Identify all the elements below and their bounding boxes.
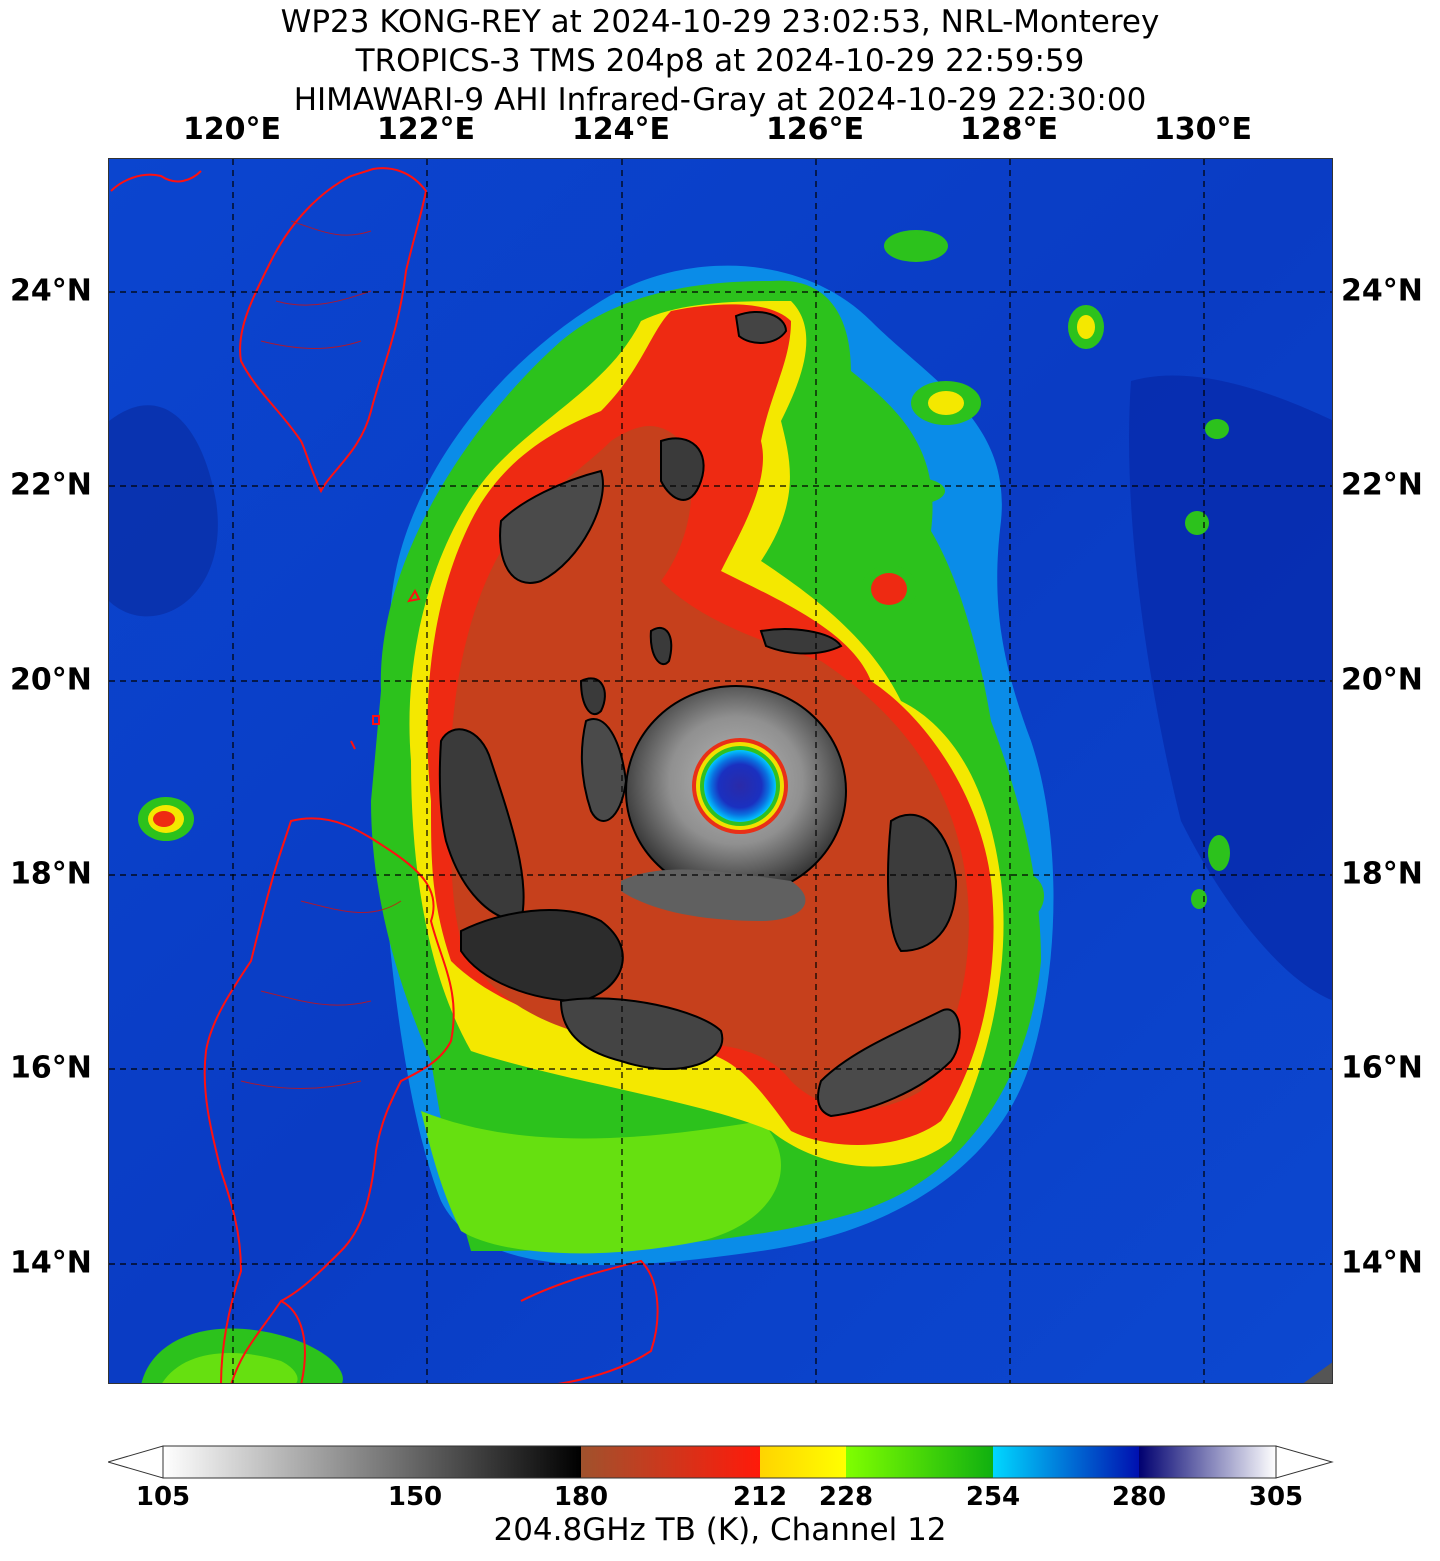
colorbar [106, 1444, 1334, 1488]
isolated-cell [153, 811, 175, 827]
isolated-cell [877, 477, 945, 505]
lat-label-18-right: 18°N [1341, 856, 1423, 892]
cloud-band-lightgreen [421, 1111, 781, 1254]
lat-label-22-left: 22°N [10, 467, 92, 503]
isolated-cell [884, 230, 948, 262]
isolated-cell [871, 573, 907, 605]
cdo-tail [621, 869, 806, 921]
colorbar-tick-228: 228 [818, 1482, 874, 1512]
colorbar-tick-150: 150 [387, 1482, 443, 1512]
isolated-cell [1185, 511, 1209, 535]
isolated-cell [1008, 874, 1044, 918]
convective-cell [579, 677, 606, 716]
convective-cell [460, 909, 624, 1003]
convective-cell [499, 469, 604, 584]
convective-cell [887, 813, 958, 953]
convective-cell [649, 626, 673, 666]
colorbar-tick-212: 212 [732, 1482, 788, 1512]
isolated-cell [1208, 835, 1230, 871]
mindoro-coastline [280, 1300, 306, 1383]
taiwan-coastline [239, 167, 428, 494]
convective-cell [817, 1008, 961, 1118]
colorbar-tick-105: 105 [135, 1482, 191, 1512]
china-coast [110, 170, 202, 192]
luzon-coastline [203, 817, 455, 1383]
lon-label-122: 122°E [376, 112, 476, 147]
isolated-cell [1191, 889, 1207, 909]
isolated-cell [1205, 419, 1229, 439]
lat-label-24-right: 24°N [1341, 273, 1423, 309]
batanes-islands [350, 588, 421, 750]
isolated-cell [928, 391, 964, 415]
title-line-1: WP23 KONG-REY at 2024-10-29 23:02:53, NR… [280, 4, 1160, 40]
lon-label-124: 124°E [571, 112, 671, 147]
colorbar-tick-280: 280 [1111, 1482, 1167, 1512]
convective-cell [734, 311, 788, 344]
colorbar-extend-high [1275, 1445, 1334, 1479]
convective-cell [660, 437, 705, 501]
colorbar-tick-305: 305 [1248, 1482, 1304, 1512]
isolated-cell [1077, 315, 1095, 339]
lon-label-126: 126°E [765, 112, 865, 147]
convective-cell [759, 628, 843, 655]
dry-region-east [1129, 375, 1332, 1001]
storm-eye [704, 750, 776, 822]
convective-cell [580, 718, 628, 822]
samar-coastline [520, 1259, 659, 1383]
coastlines [110, 167, 659, 1383]
cloud-patch-southwest-light [162, 1353, 298, 1383]
lat-label-14-right: 14°N [1341, 1245, 1423, 1281]
lon-label-128: 128°E [959, 112, 1059, 147]
colorbar-label: 204.8GHz TB (K), Channel 12 [493, 1512, 947, 1548]
lat-label-16-left: 16°N [10, 1050, 92, 1086]
colorbar-tick-254: 254 [965, 1482, 1021, 1512]
lat-label-20-left: 20°N [10, 662, 92, 698]
dry-region-west [109, 405, 218, 617]
lat-label-22-right: 22°N [1341, 467, 1423, 503]
admin-boundaries [240, 220, 402, 1089]
satellite-map [108, 158, 1333, 1384]
title-line-3: HIMAWARI-9 AHI Infrared-Gray at 2024-10-… [293, 82, 1147, 118]
colorbar-tick-180: 180 [553, 1482, 609, 1512]
convective-cell [559, 997, 724, 1070]
lat-label-24-left: 24°N [10, 273, 92, 309]
no-data-corner [1303, 1362, 1332, 1383]
title-line-2: TROPICS-3 TMS 204p8 at 2024-10-29 22:59:… [355, 43, 1085, 79]
lat-label-16-right: 16°N [1341, 1050, 1423, 1086]
colorbar-extend-low [106, 1445, 164, 1479]
lat-label-20-right: 20°N [1341, 662, 1423, 698]
lon-label-130: 130°E [1153, 112, 1253, 147]
lon-label-120: 120°E [182, 112, 282, 147]
lat-label-14-left: 14°N [10, 1245, 92, 1281]
lat-label-18-left: 18°N [10, 856, 92, 892]
